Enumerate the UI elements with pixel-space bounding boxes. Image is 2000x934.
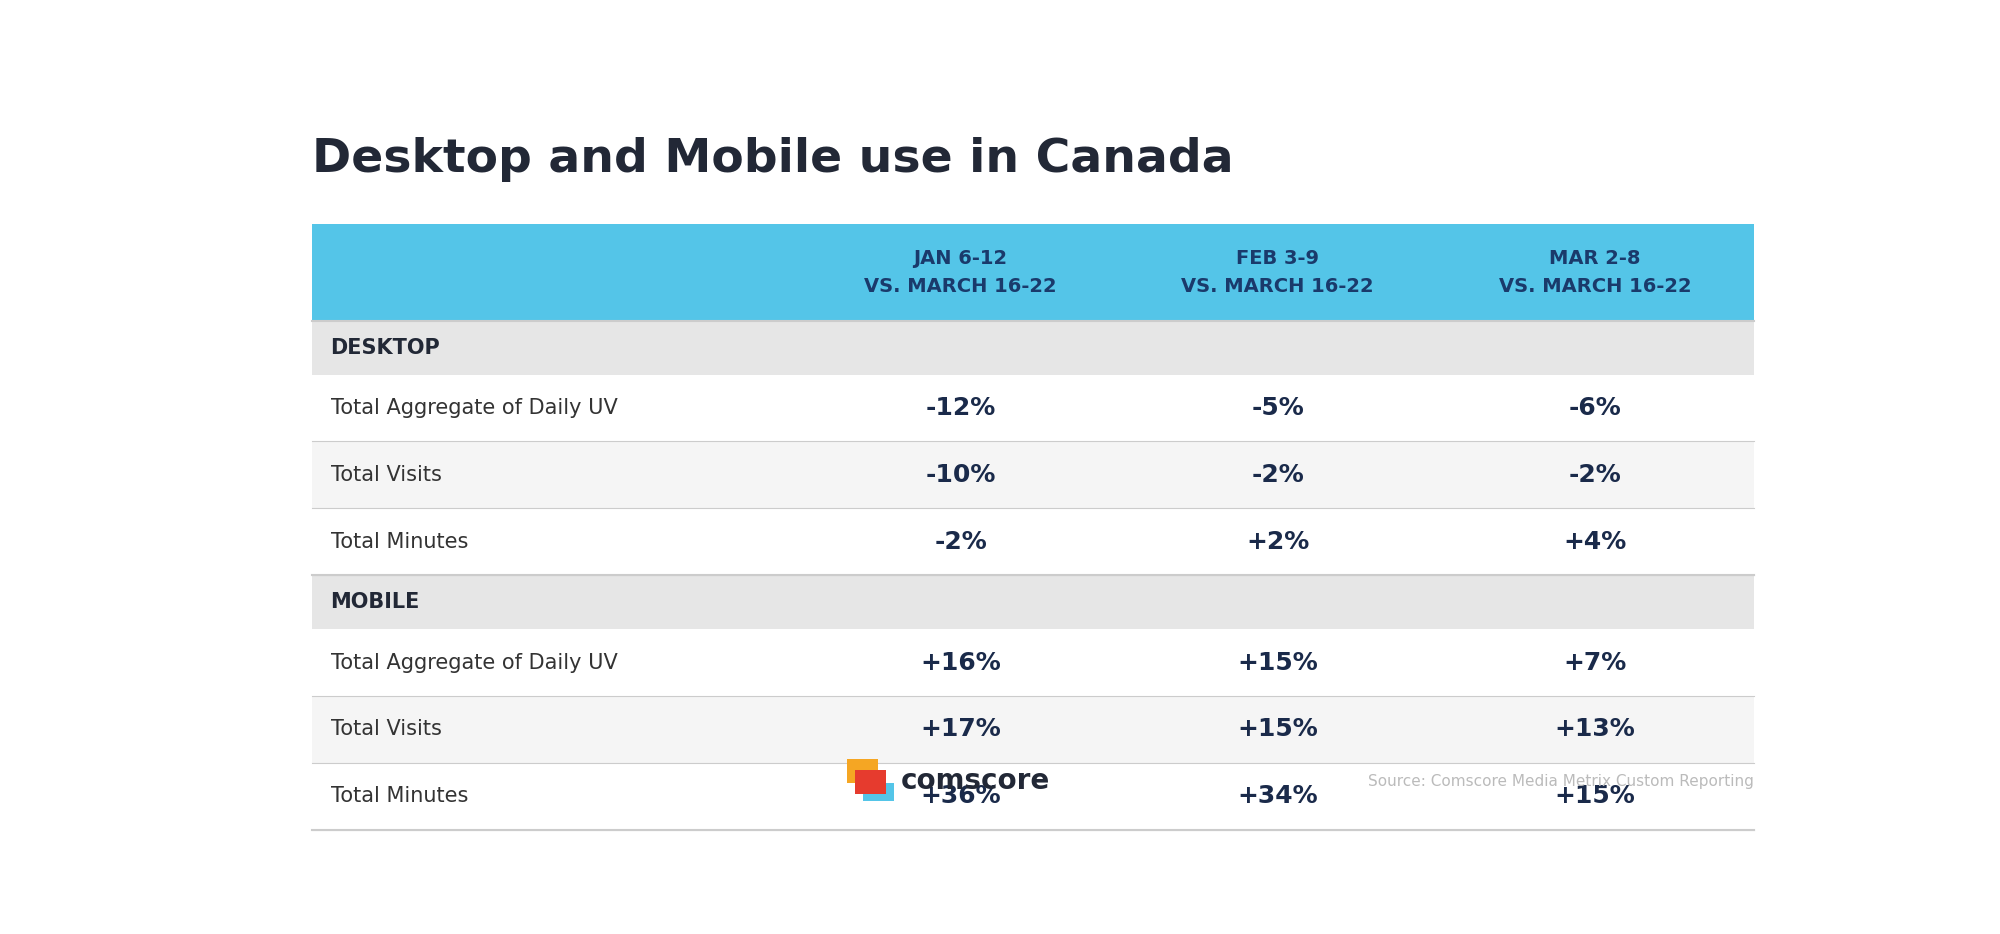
Text: +15%: +15%	[1238, 651, 1318, 674]
Text: MAR 2-8
VS. MARCH 16-22: MAR 2-8 VS. MARCH 16-22	[1498, 248, 1692, 295]
Text: +36%: +36%	[920, 785, 1000, 809]
Text: JAN 6-12
VS. MARCH 16-22: JAN 6-12 VS. MARCH 16-22	[864, 248, 1056, 295]
Text: Desktop and Mobile use in Canada: Desktop and Mobile use in Canada	[312, 137, 1234, 182]
Bar	[312, 630, 1754, 696]
Text: MOBILE: MOBILE	[330, 592, 420, 612]
Text: Total Visits: Total Visits	[330, 719, 442, 740]
Text: Total Aggregate of Daily UV: Total Aggregate of Daily UV	[330, 653, 618, 672]
Text: DESKTOP: DESKTOP	[330, 337, 440, 358]
Text: -10%: -10%	[926, 463, 996, 487]
Bar	[312, 442, 1754, 508]
Text: +2%: +2%	[1246, 530, 1310, 554]
Text: -6%: -6%	[1568, 396, 1622, 420]
Text: Total Minutes: Total Minutes	[330, 786, 468, 806]
Text: +34%: +34%	[1238, 785, 1318, 809]
Text: -2%: -2%	[934, 530, 988, 554]
Text: comscore: comscore	[902, 767, 1050, 795]
Text: Total Aggregate of Daily UV: Total Aggregate of Daily UV	[330, 398, 618, 418]
Bar	[312, 508, 1754, 575]
Bar	[312, 320, 1754, 375]
Text: +4%: +4%	[1564, 530, 1626, 554]
Text: +13%: +13%	[1554, 717, 1636, 742]
Text: Total Minutes: Total Minutes	[330, 531, 468, 552]
Text: -5%: -5%	[1252, 396, 1304, 420]
Bar	[854, 770, 886, 794]
Text: Total Visits: Total Visits	[330, 465, 442, 485]
Text: -2%: -2%	[1252, 463, 1304, 487]
Bar	[312, 696, 1754, 763]
Bar	[312, 575, 1754, 630]
Bar	[864, 783, 894, 801]
Text: FEB 3-9
VS. MARCH 16-22: FEB 3-9 VS. MARCH 16-22	[1182, 248, 1374, 295]
Bar	[312, 375, 1754, 442]
Text: -12%: -12%	[926, 396, 996, 420]
Bar	[312, 223, 1754, 320]
Text: +15%: +15%	[1238, 717, 1318, 742]
Text: +7%: +7%	[1564, 651, 1626, 674]
Bar	[846, 759, 878, 784]
Bar	[312, 763, 1754, 829]
Text: -2%: -2%	[1568, 463, 1622, 487]
Text: +17%: +17%	[920, 717, 1002, 742]
Text: +16%: +16%	[920, 651, 1002, 674]
Text: +15%: +15%	[1554, 785, 1636, 809]
Text: Source: Comscore Media Metrix Custom Reporting: Source: Comscore Media Metrix Custom Rep…	[1368, 773, 1754, 789]
